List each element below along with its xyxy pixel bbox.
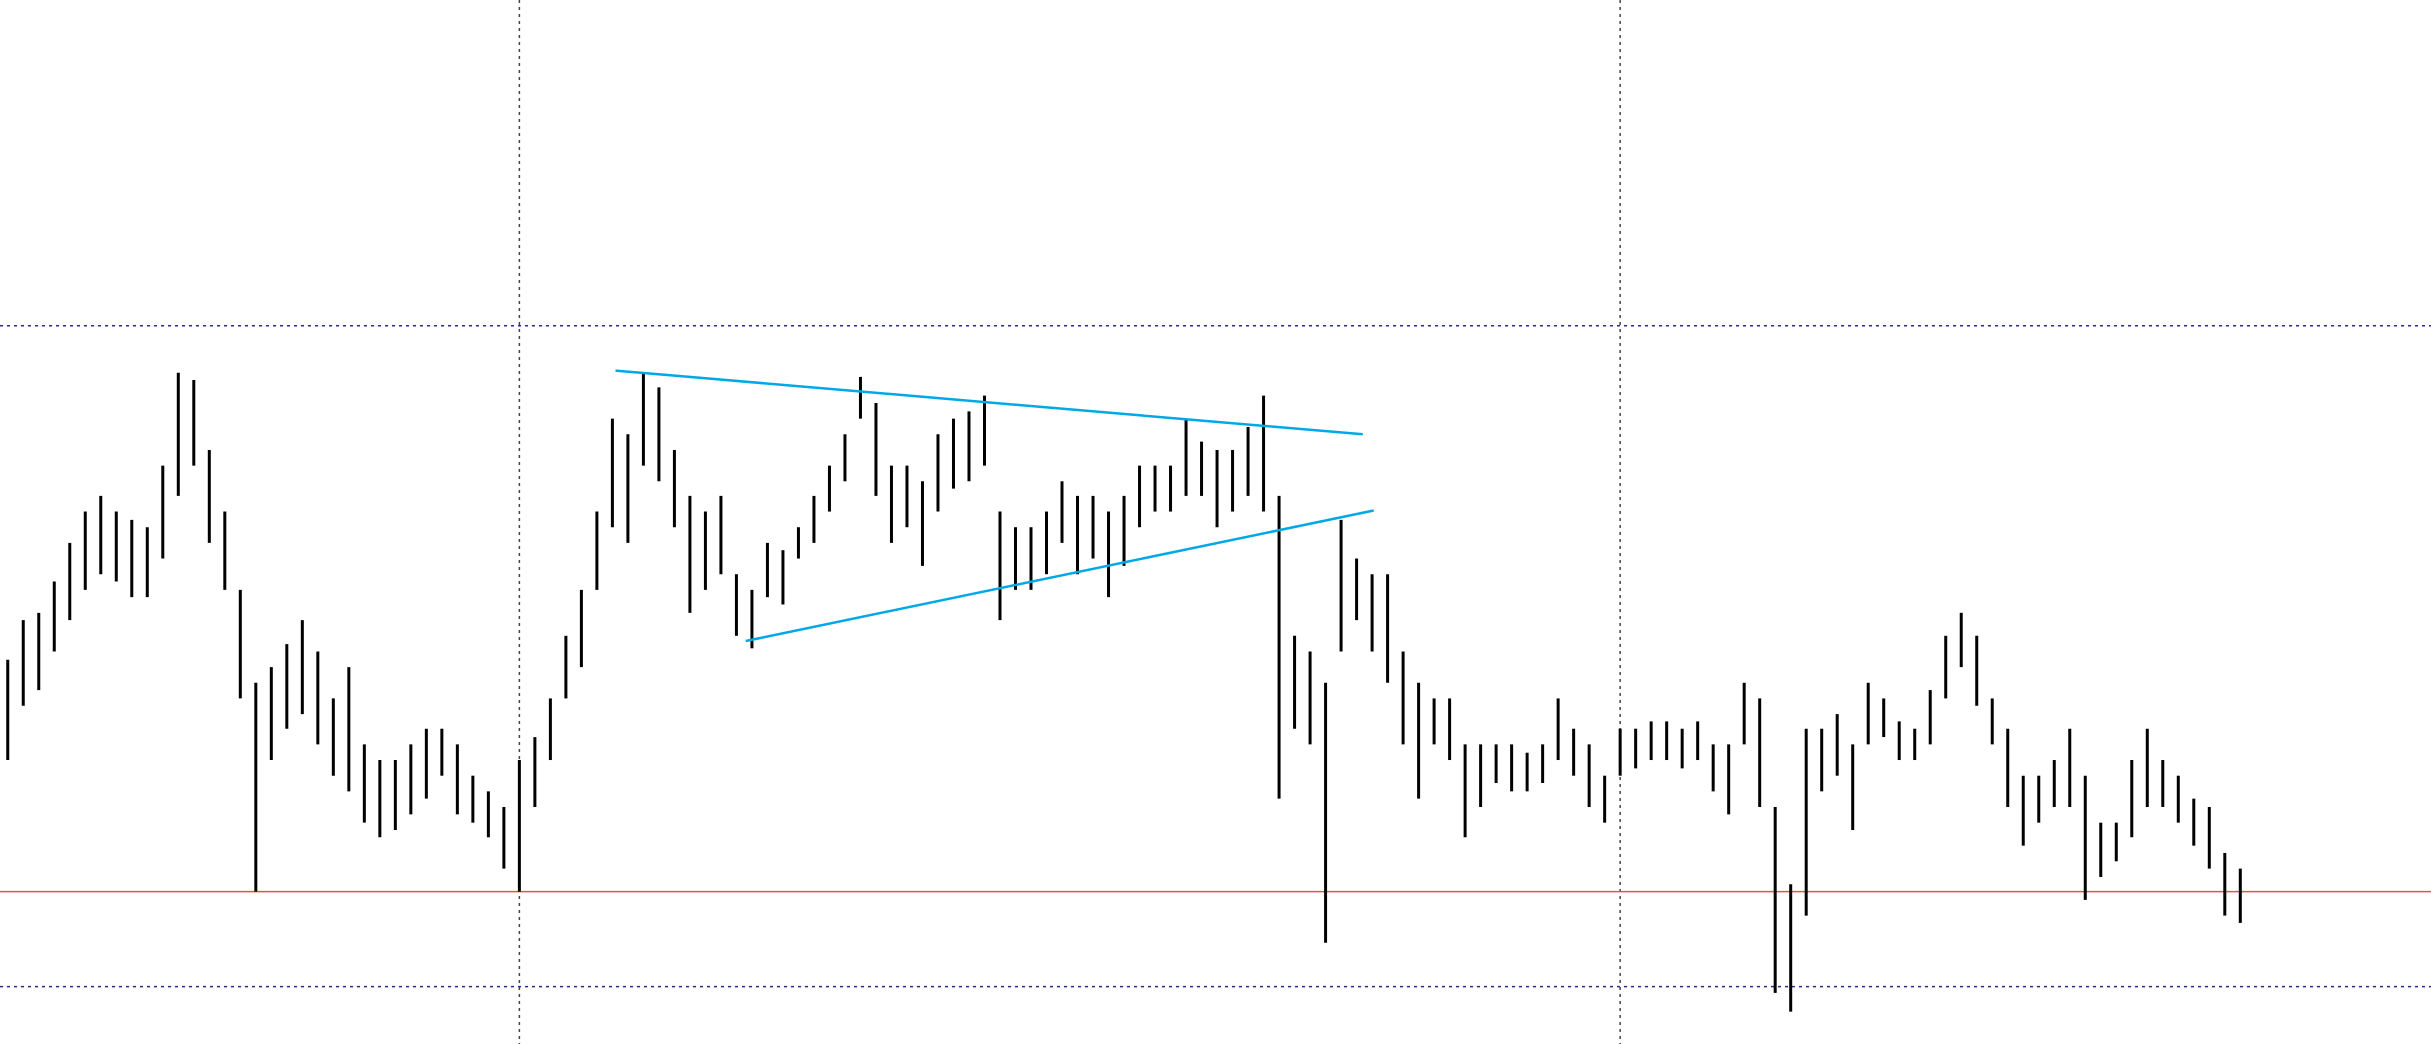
trend-line [745,509,1374,643]
trend-line [615,369,1363,436]
